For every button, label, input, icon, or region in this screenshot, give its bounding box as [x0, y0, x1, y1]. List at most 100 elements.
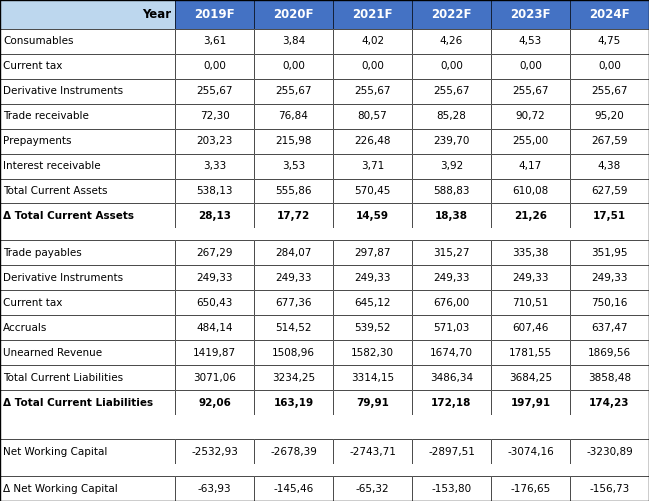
Bar [333, 240, 412, 266]
Bar [254, 178, 333, 203]
Text: Total Current Liabilities: Total Current Liabilities [3, 373, 123, 383]
Bar [412, 29, 491, 54]
Text: 255,67: 255,67 [434, 86, 470, 96]
Bar [333, 291, 412, 315]
Bar [491, 54, 570, 79]
Text: 710,51: 710,51 [512, 298, 548, 308]
Bar [333, 0, 412, 29]
Text: 3,84: 3,84 [282, 36, 305, 46]
Bar [570, 240, 649, 266]
Bar [254, 104, 333, 129]
Bar [254, 29, 333, 54]
Bar [412, 178, 491, 203]
Bar [0, 29, 175, 54]
Bar [0, 390, 175, 415]
Bar [175, 153, 254, 178]
Bar [570, 340, 649, 365]
Bar [491, 390, 570, 415]
Text: 267,59: 267,59 [591, 136, 628, 146]
Bar [254, 266, 333, 291]
Text: Current tax: Current tax [3, 298, 62, 308]
Bar [333, 476, 412, 501]
Text: 255,67: 255,67 [354, 86, 391, 96]
Bar [412, 439, 491, 464]
Bar [491, 79, 570, 104]
Text: Unearned Revenue: Unearned Revenue [3, 348, 102, 358]
Bar [333, 439, 412, 464]
Bar [0, 266, 175, 291]
Bar [412, 54, 491, 79]
Bar [570, 54, 649, 79]
Bar [0, 266, 175, 291]
Text: 0,00: 0,00 [282, 61, 305, 71]
Bar [333, 203, 412, 228]
Text: 555,86: 555,86 [275, 186, 312, 196]
Text: 297,87: 297,87 [354, 248, 391, 258]
Text: 627,59: 627,59 [591, 186, 628, 196]
Bar [175, 291, 254, 315]
Bar [412, 266, 491, 291]
Bar [570, 203, 649, 228]
Bar [333, 266, 412, 291]
Bar [491, 104, 570, 129]
Text: 21,26: 21,26 [514, 211, 547, 221]
Bar [0, 178, 175, 203]
Bar [412, 266, 491, 291]
Text: Trade receivable: Trade receivable [3, 111, 89, 121]
Bar [254, 291, 333, 315]
Text: -65,32: -65,32 [356, 483, 389, 493]
Bar [175, 79, 254, 104]
Bar [570, 104, 649, 129]
Text: -156,73: -156,73 [589, 483, 630, 493]
Bar [491, 153, 570, 178]
Text: 174,23: 174,23 [589, 398, 630, 408]
Bar [333, 464, 412, 476]
Bar [491, 439, 570, 464]
Bar [0, 291, 175, 315]
Bar [254, 266, 333, 291]
Bar [570, 266, 649, 291]
Bar [570, 228, 649, 240]
Bar [412, 129, 491, 153]
Text: 315,27: 315,27 [434, 248, 470, 258]
Bar [175, 464, 254, 476]
Text: -3074,16: -3074,16 [507, 446, 554, 456]
Bar [254, 439, 333, 464]
Bar [491, 427, 570, 439]
Bar [0, 439, 175, 464]
Text: 3314,15: 3314,15 [351, 373, 394, 383]
Bar [254, 365, 333, 390]
Bar [0, 0, 175, 29]
Text: -63,93: -63,93 [198, 483, 231, 493]
Text: 637,47: 637,47 [591, 323, 628, 333]
Bar [333, 390, 412, 415]
Bar [254, 415, 333, 427]
Bar [412, 464, 491, 476]
Bar [0, 79, 175, 104]
Bar [491, 315, 570, 340]
Bar [0, 153, 175, 178]
Bar [412, 153, 491, 178]
Bar [570, 476, 649, 501]
Text: 2020F: 2020F [273, 8, 313, 21]
Bar [491, 0, 570, 29]
Bar [175, 315, 254, 340]
Bar [412, 439, 491, 464]
Bar [254, 54, 333, 79]
Text: 80,57: 80,57 [358, 111, 387, 121]
Text: 255,67: 255,67 [196, 86, 233, 96]
Text: -2897,51: -2897,51 [428, 446, 475, 456]
Text: 95,20: 95,20 [594, 111, 624, 121]
Text: -2678,39: -2678,39 [270, 446, 317, 456]
Text: 3486,34: 3486,34 [430, 373, 473, 383]
Bar [491, 266, 570, 291]
Bar [491, 340, 570, 365]
Bar [254, 390, 333, 415]
Bar [0, 340, 175, 365]
Bar [412, 415, 491, 427]
Bar [175, 54, 254, 79]
Bar [0, 365, 175, 390]
Text: Derivative Instruments: Derivative Instruments [3, 273, 123, 283]
Text: 4,26: 4,26 [440, 36, 463, 46]
Bar [491, 464, 570, 476]
